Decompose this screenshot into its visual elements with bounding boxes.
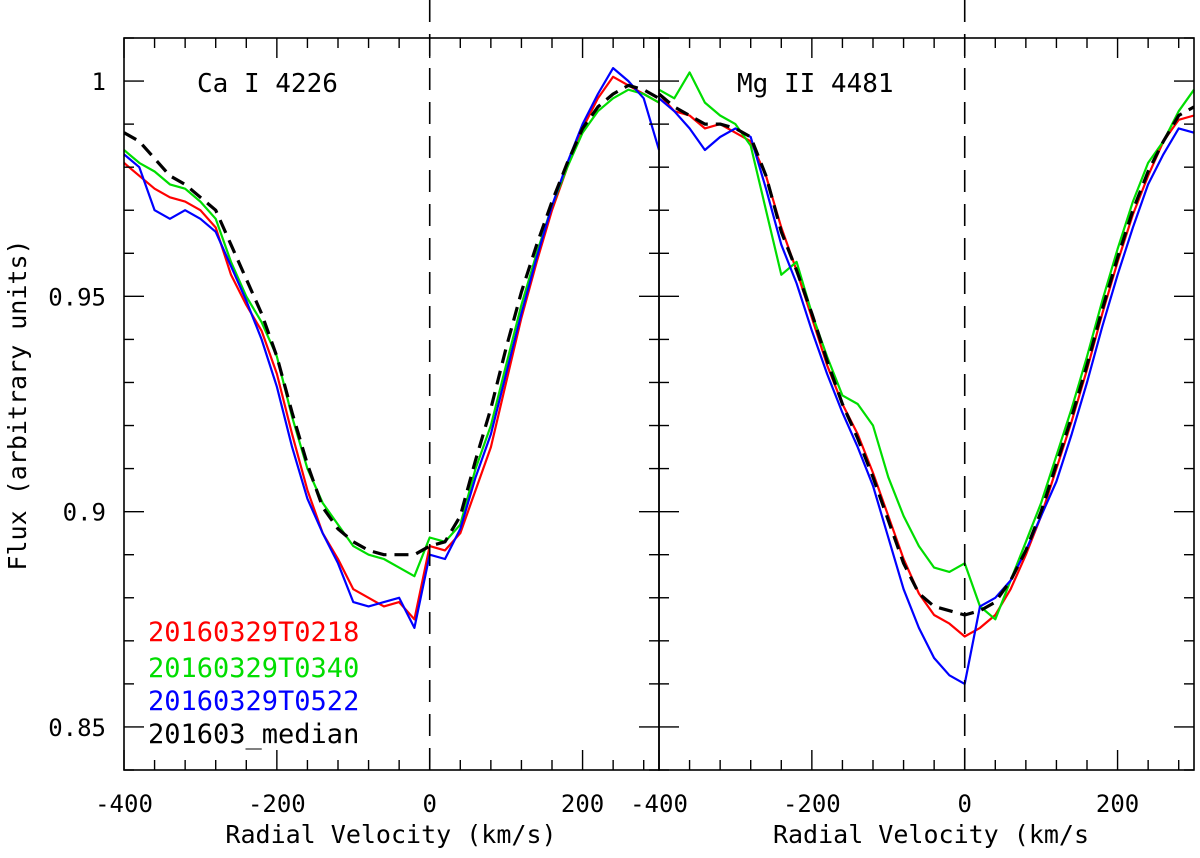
- panel1-series-201603-median: [123, 83, 660, 557]
- panel2-x-tick-label: -200: [783, 790, 841, 818]
- panel2-x-tick-label: -400: [630, 790, 688, 818]
- panel1-y-tick-label: 0.9: [63, 499, 106, 527]
- panel1-x-tick-label: -200: [248, 790, 306, 818]
- legend-entry-20160329t0218: 20160329T0218: [148, 617, 359, 648]
- panel2-x-tick-label: 0: [957, 790, 971, 818]
- panel2-x-tick-label: 200: [1096, 790, 1139, 818]
- legend-entry-20160329t0522: 20160329T0522: [148, 686, 359, 717]
- y-axis-title: Flux (arbitrary units): [3, 239, 32, 570]
- line-layer: [123, 66, 1195, 686]
- legend-entry-201603-median: 201603_median: [148, 719, 359, 750]
- panel1-y-tick-label: 0.95: [48, 283, 106, 311]
- panel1-x-tick-label: 200: [561, 790, 604, 818]
- panel1-x-tick-label: 0: [422, 790, 436, 818]
- panel1-series-20160329t0522: [123, 66, 661, 630]
- panel2-series-20160329t0340: [658, 71, 1195, 621]
- panel-title-mg-ii-4481: Mg II 4481: [737, 69, 894, 99]
- panel-title-ca-i-4226: Ca I 4226: [197, 69, 338, 99]
- panel2-series-201603-median: [657, 92, 1195, 617]
- legend-entry-20160329t0340: 20160329T0340: [148, 653, 359, 684]
- x-axis-title-left: Radial Velocity (km/s): [225, 820, 556, 849]
- x-axis-title-right: Radial Velocity (km/s: [773, 820, 1089, 849]
- panel2-series-20160329t0522: [658, 97, 1195, 686]
- text-layer: Ca I 4226 Mg II 4481 Radial Velocity (km…: [3, 68, 1139, 849]
- panel2-frame: [658, 37, 1195, 771]
- panel1-x-tick-label: -400: [95, 790, 153, 818]
- panel1-y-tick-label: 0.85: [48, 714, 106, 742]
- panel1-series-20160329t0340: [123, 88, 660, 578]
- panel1-series-20160329t0218: [123, 75, 660, 621]
- panel1-y-tick-label: 1: [92, 68, 106, 96]
- frame-layer: [123, 0, 1195, 771]
